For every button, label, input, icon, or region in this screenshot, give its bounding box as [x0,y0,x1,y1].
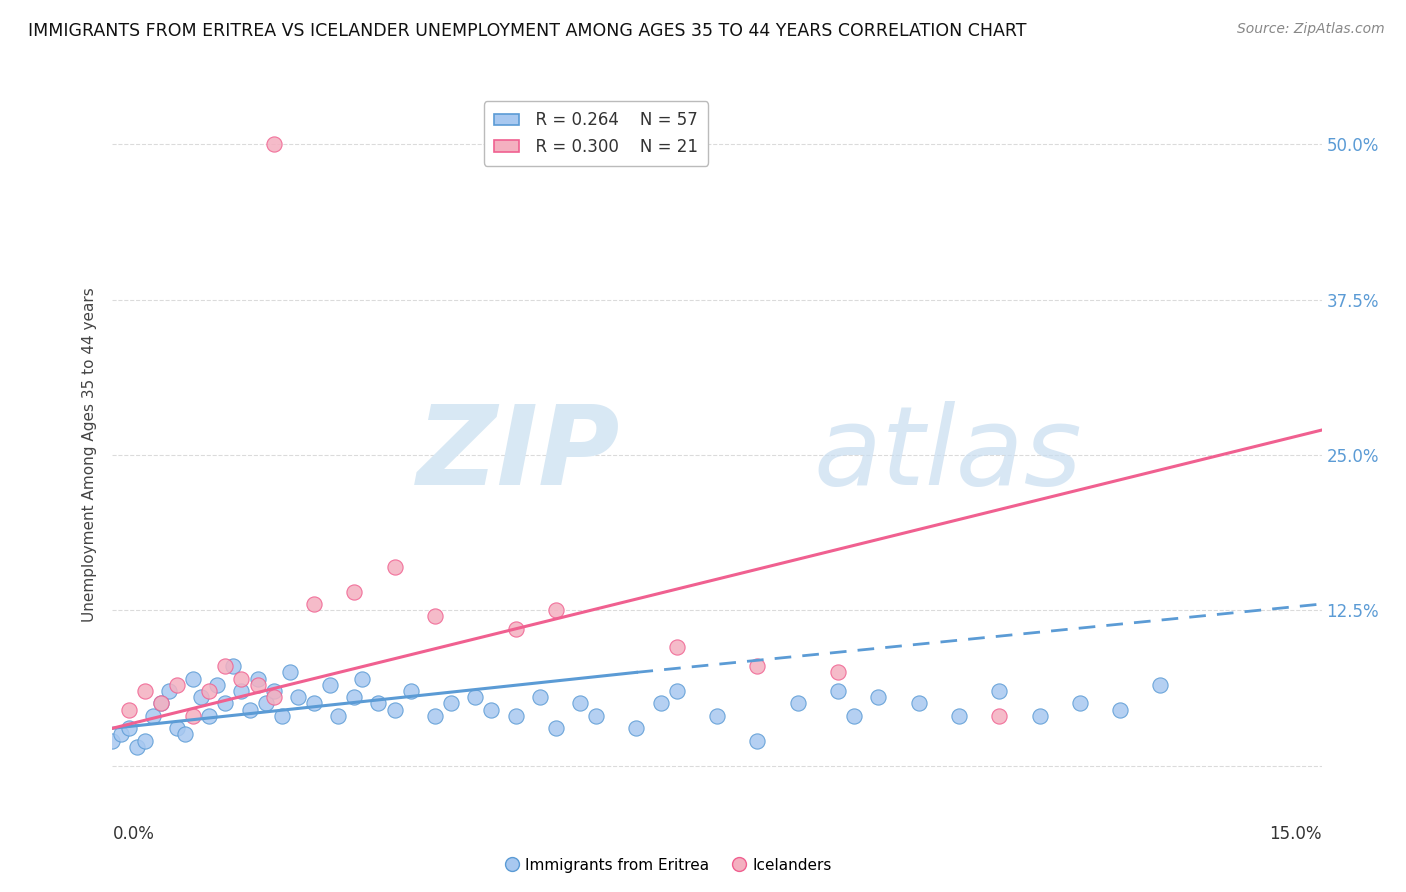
Point [110,727,132,741]
Point [786,697,808,711]
Point [569,697,592,711]
Point [868,690,890,705]
Point [948,708,970,723]
Point [101,733,124,747]
Y-axis label: Unemployment Among Ages 35 to 44 years: Unemployment Among Ages 35 to 44 years [82,287,97,623]
Point [384,559,406,574]
Point [263,137,285,152]
Point [384,703,406,717]
Point [157,684,180,698]
Point [1069,697,1091,711]
Point [181,672,204,686]
Text: 0.0%: 0.0% [112,825,155,843]
Point [827,665,849,680]
Point [464,690,486,705]
Point [198,708,221,723]
Point [367,697,389,711]
Point [529,690,551,705]
Text: IMMIGRANTS FROM ERITREA VS ICELANDER UNEMPLOYMENT AMONG AGES 35 TO 44 YEARS CORR: IMMIGRANTS FROM ERITREA VS ICELANDER UNE… [28,22,1026,40]
Point [505,708,527,723]
Point [328,708,350,723]
Point [343,690,366,705]
Point [302,597,325,611]
Point [198,684,221,698]
Point [1149,678,1171,692]
Point [665,684,688,698]
Text: atlas: atlas [814,401,1083,508]
Point [302,697,325,711]
Point [988,708,1011,723]
Point [706,708,728,723]
Point [263,684,285,698]
Point [352,672,374,686]
Point [747,733,769,747]
Point [665,640,688,655]
Legend: Immigrants from Eritrea, Icelanders: Immigrants from Eritrea, Icelanders [499,852,838,879]
Point [231,684,253,698]
Point [423,609,446,624]
Point [505,622,527,636]
Point [149,697,172,711]
Point [287,690,309,705]
Point [1028,708,1050,723]
Point [117,703,139,717]
Point [423,708,446,723]
Text: Source: ZipAtlas.com: Source: ZipAtlas.com [1237,22,1385,37]
Point [134,733,156,747]
Point [585,708,607,723]
Point [142,708,165,723]
Point [166,721,188,735]
Point [117,721,139,735]
Text: ZIP: ZIP [416,401,620,508]
Point [650,697,672,711]
Point [214,659,236,673]
Point [440,697,463,711]
Point [254,697,277,711]
Point [544,603,567,617]
Point [399,684,422,698]
Text: 15.0%: 15.0% [1270,825,1322,843]
Point [222,659,245,673]
Point [246,672,269,686]
Point [214,697,236,711]
Point [842,708,865,723]
Point [149,697,172,711]
Point [988,684,1011,698]
Point [238,703,260,717]
Point [544,721,567,735]
Point [190,690,212,705]
Point [626,721,648,735]
Point [207,678,229,692]
Point [174,727,197,741]
Point [1109,703,1132,717]
Point [246,678,269,692]
Point [278,665,301,680]
Point [479,703,502,717]
Point [907,697,929,711]
Point [125,739,148,754]
Point [827,684,849,698]
Point [166,678,188,692]
Point [134,684,156,698]
Point [231,672,253,686]
Point [181,708,204,723]
Point [747,659,769,673]
Point [263,690,285,705]
Point [319,678,342,692]
Point [270,708,292,723]
Point [343,584,366,599]
